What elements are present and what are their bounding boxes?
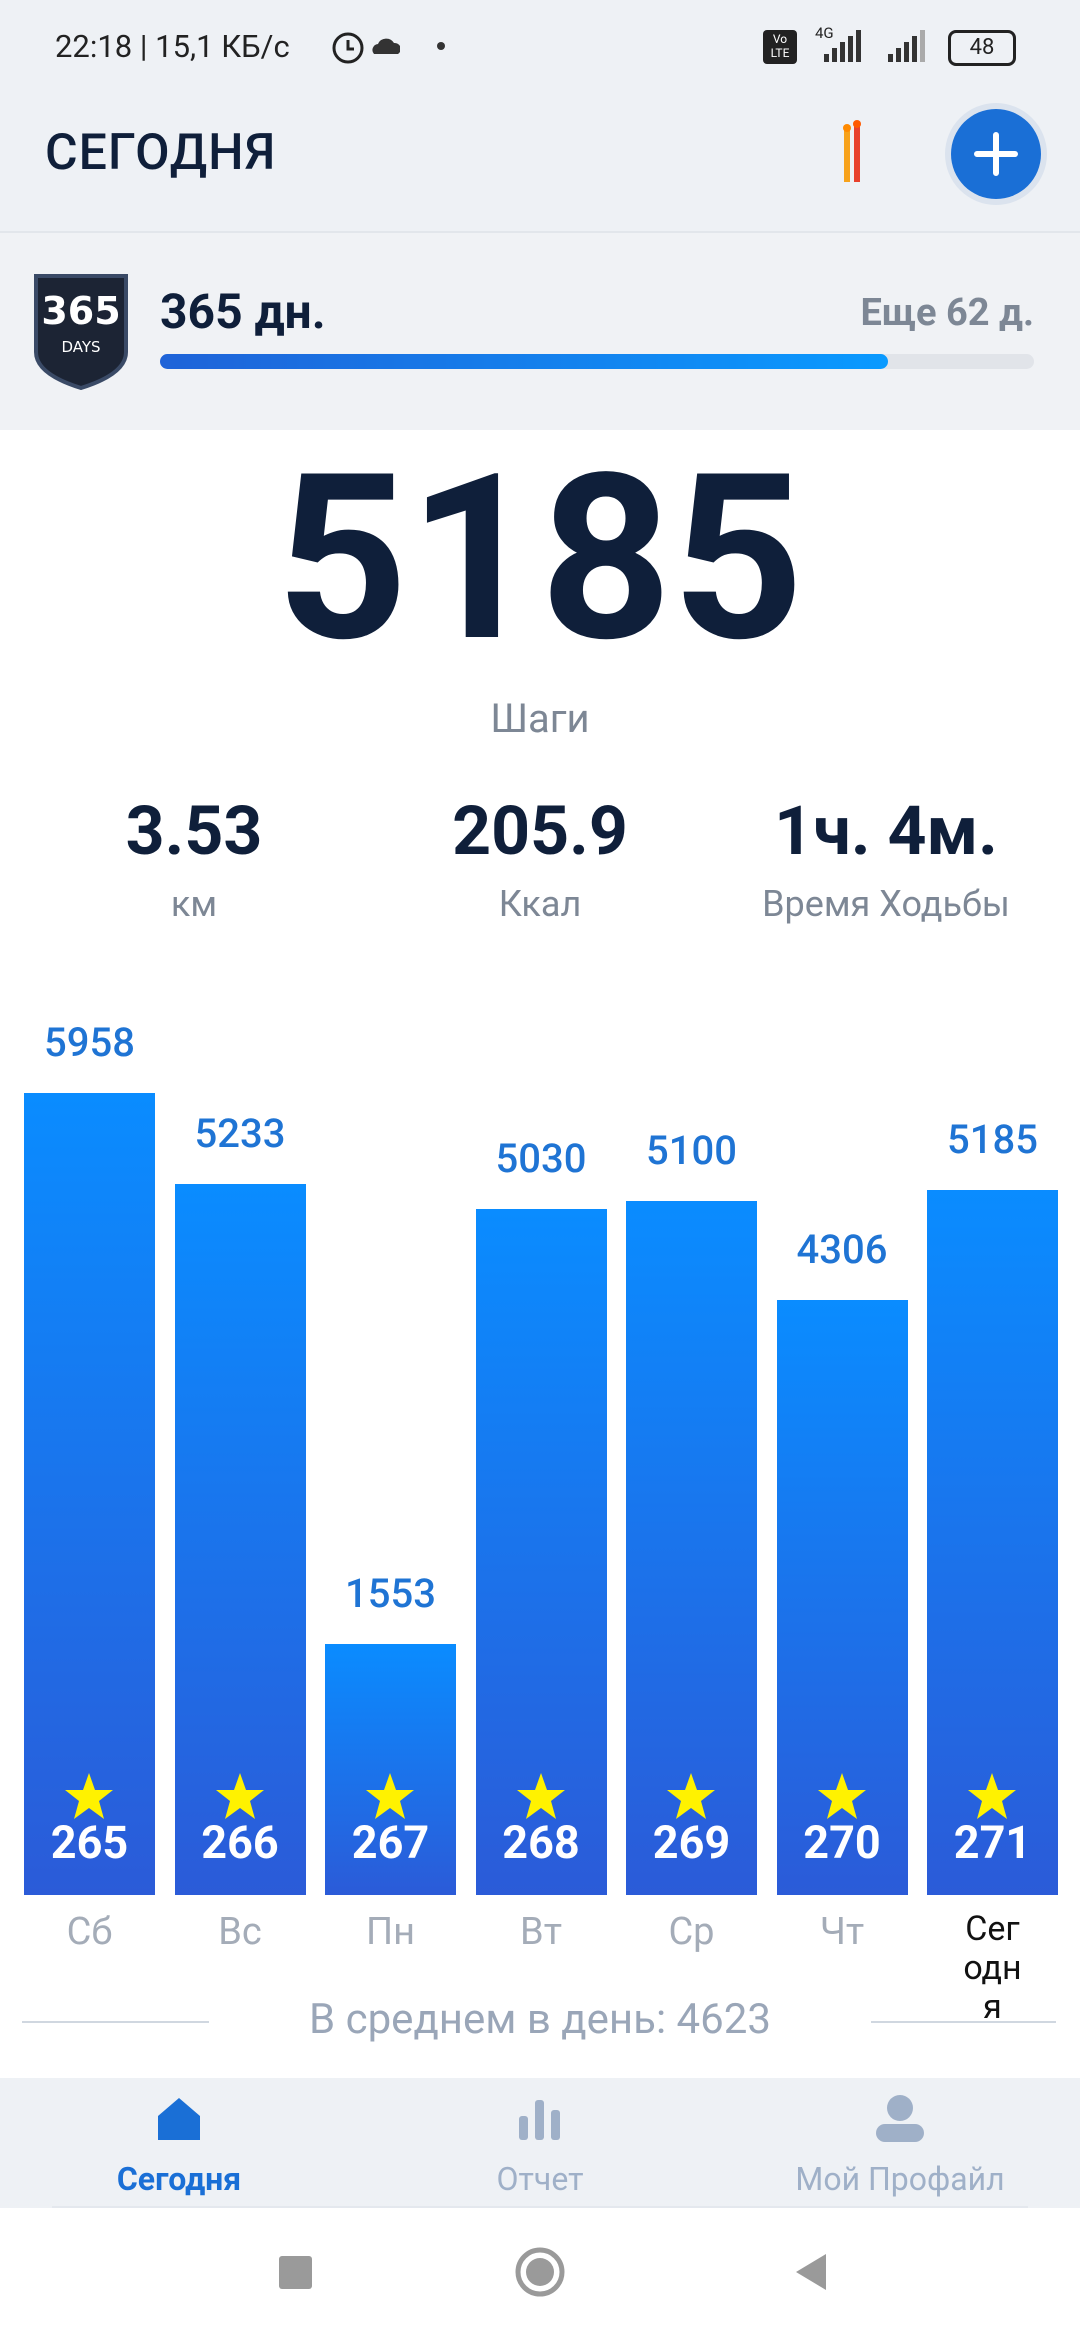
- status-dot: [437, 42, 445, 50]
- day-number: 269: [652, 1816, 731, 1869]
- star-icon: [667, 1773, 715, 1819]
- bar: [325, 1644, 456, 1895]
- category-label: Пн: [325, 1910, 456, 1955]
- network-type: 4G: [815, 24, 834, 42]
- stat-label: км: [170, 883, 218, 925]
- average-value: 4623: [676, 1995, 771, 2044]
- streak-panel: [0, 231, 1080, 430]
- system-buttons: [279, 2247, 826, 2297]
- category-label: Сегодня: [927, 1909, 1058, 2028]
- streak-days: 365 дн.: [160, 283, 326, 340]
- category-label: Вс: [175, 1910, 306, 1955]
- average-label: В среднем в день:: [309, 1995, 667, 2044]
- plus-icon: [974, 132, 1018, 176]
- nav-profile[interactable]: Мой Профайл: [795, 2160, 1005, 2198]
- divider: [871, 2021, 1056, 2023]
- average: В среднем в день: 4623: [0, 1995, 1080, 2044]
- value-label: 5958: [44, 1019, 135, 1067]
- category-text: Вс: [218, 1910, 262, 1954]
- category-label: Вт: [476, 1910, 607, 1955]
- report-icon[interactable]: [515, 2094, 565, 2144]
- stat-value: 1ч. 4м.: [774, 791, 998, 871]
- category-text: Сб: [66, 1910, 113, 1954]
- flame-icon[interactable]: [840, 120, 868, 184]
- divider: [22, 2021, 209, 2023]
- volte-icon: Vo LTE: [763, 30, 797, 64]
- home-icon[interactable]: [154, 2094, 204, 2144]
- steps-count: 5185: [276, 425, 804, 694]
- category-text: Чт: [819, 1910, 865, 1954]
- home-button[interactable]: [515, 2247, 565, 2297]
- value-label: 1553: [345, 1570, 436, 1618]
- category-text: Сегодня: [963, 1909, 1022, 2028]
- nav-today[interactable]: Сегодня: [116, 2160, 242, 2198]
- back-button[interactable]: [796, 2254, 826, 2290]
- star-icon: [968, 1773, 1016, 1819]
- day-number: 270: [803, 1816, 881, 1869]
- status-time: 22:18 | 15,1 КБ/с: [55, 28, 290, 65]
- star-icon: [817, 1773, 866, 1819]
- value-label: 5185: [947, 1116, 1038, 1163]
- header-background: [0, 0, 1080, 231]
- category-text: Вт: [520, 1910, 562, 1954]
- progress-fill: [160, 354, 888, 369]
- star-icon: [516, 1773, 565, 1819]
- category-text: Пн: [365, 1910, 415, 1954]
- category-label: Ср: [626, 1910, 757, 1955]
- add-button[interactable]: [951, 109, 1041, 199]
- recents-button[interactable]: [279, 2256, 312, 2289]
- badge-number: 365: [41, 289, 120, 333]
- category-label: Чт: [777, 1910, 908, 1955]
- category-text: Ср: [668, 1910, 715, 1954]
- streak-badge: 365 DAYS: [34, 274, 128, 390]
- value-label: 5030: [495, 1135, 587, 1183]
- page-title: СЕГОДНЯ: [45, 124, 277, 182]
- value-label: 4306: [796, 1225, 888, 1273]
- day-number: 271: [953, 1816, 1032, 1869]
- status-icons: [332, 32, 400, 64]
- star-icon: [366, 1773, 414, 1819]
- stat-label: Ккал: [498, 883, 582, 925]
- star-icon: [215, 1773, 264, 1819]
- stat-value: 205.9: [452, 791, 628, 871]
- category-label: Сб: [24, 1910, 155, 1955]
- streak-remaining: Еще 62 д.: [860, 291, 1035, 335]
- value-label: 5100: [646, 1126, 737, 1174]
- signal-icons: [824, 30, 925, 62]
- day-number: 267: [351, 1816, 430, 1869]
- battery: 48: [948, 30, 1016, 66]
- day-number: 265: [50, 1816, 129, 1869]
- day-number: 266: [201, 1816, 279, 1869]
- nav-report[interactable]: Отчет: [496, 2160, 584, 2198]
- day-number: 268: [502, 1816, 580, 1869]
- stat-value: 3.53: [125, 791, 263, 871]
- value-label: 5233: [194, 1110, 286, 1157]
- bar: [24, 1093, 155, 1895]
- badge-text: DAYS: [61, 338, 100, 356]
- steps-label: Шаги: [490, 695, 590, 742]
- nav-divider: [52, 2206, 1028, 2209]
- stat-label: Время Ходьбы: [762, 883, 1010, 925]
- profile-icon[interactable]: [874, 2092, 926, 2144]
- star-icon: [65, 1773, 113, 1819]
